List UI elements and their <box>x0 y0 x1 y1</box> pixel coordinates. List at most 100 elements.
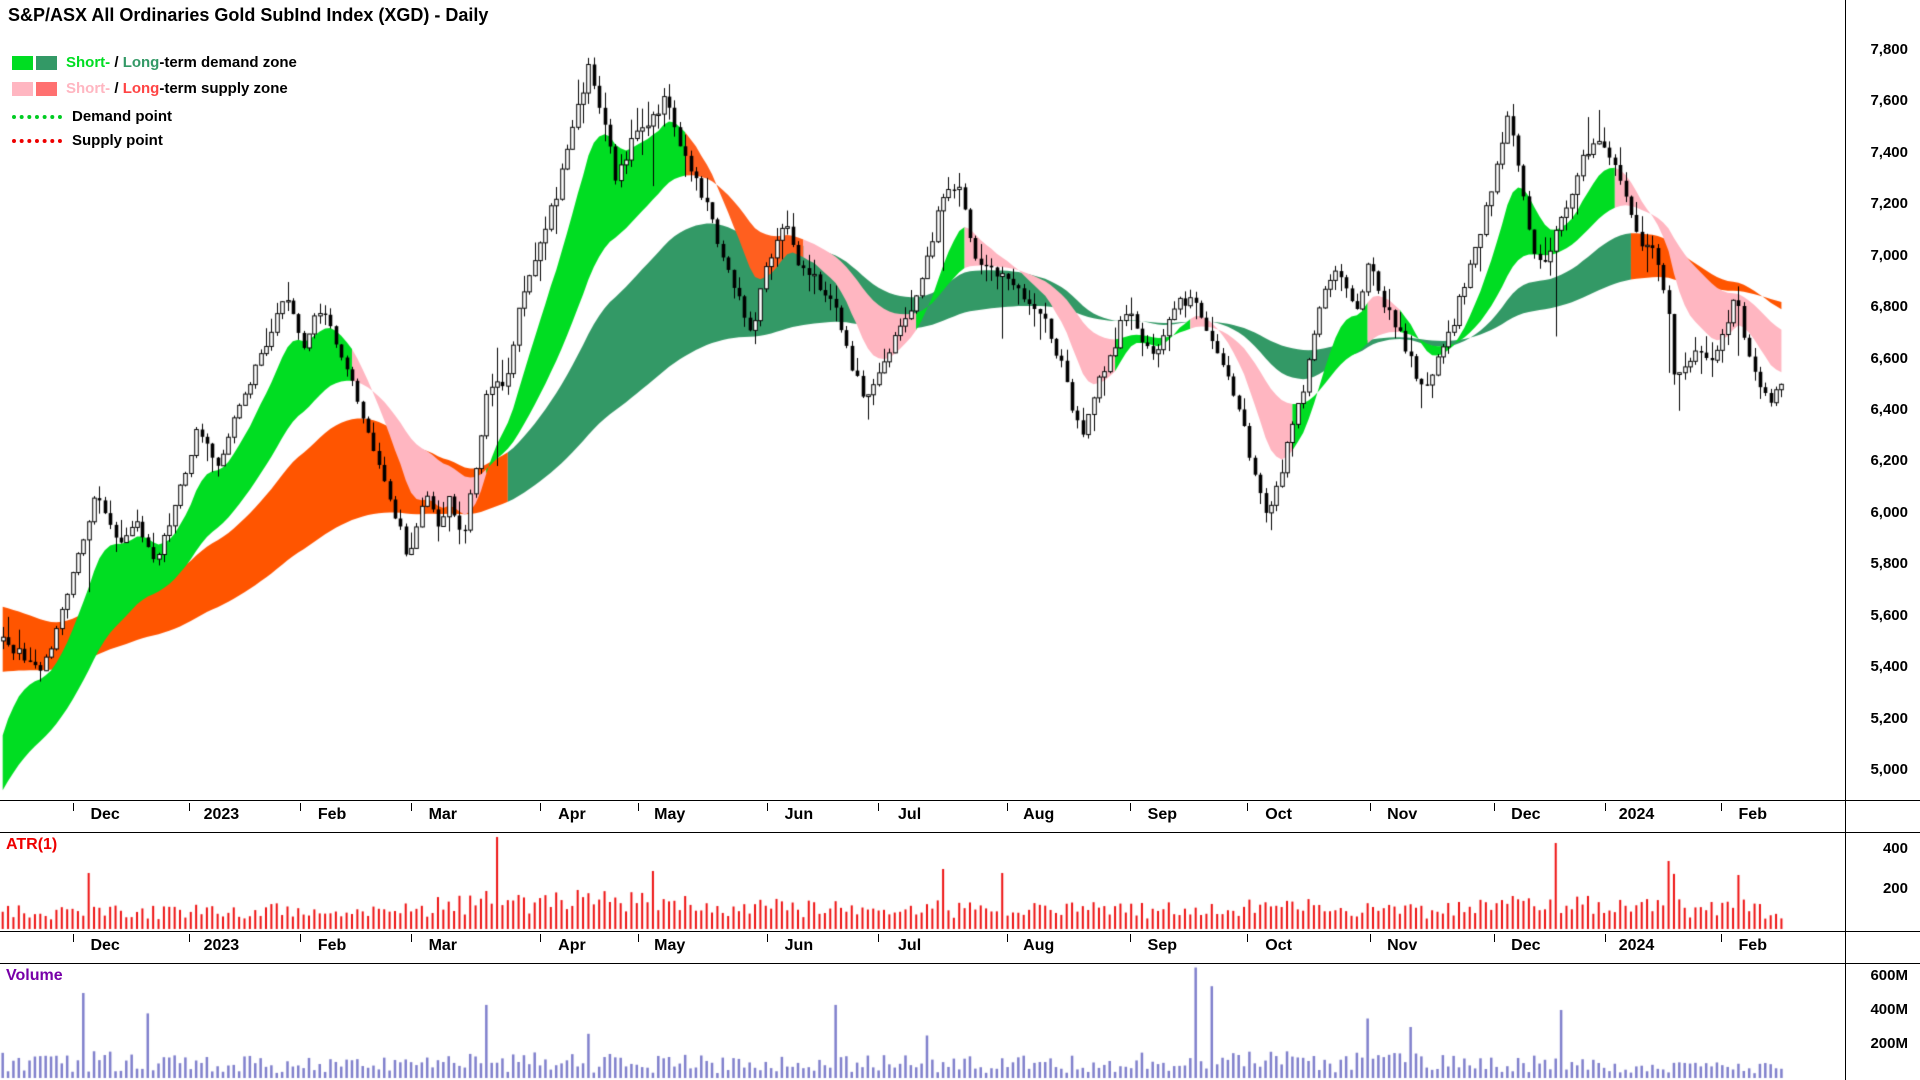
legend-demand-point: Demand point <box>12 108 172 125</box>
volume-axis-tick-label: 200M <box>1870 1035 1908 1052</box>
price-chart-canvas[interactable] <box>0 0 1845 800</box>
x-axis-month-label: Jun <box>784 937 814 954</box>
x-axis-tick <box>1370 803 1372 811</box>
short-supply-swatch <box>12 81 33 96</box>
x-axis-tick <box>766 803 768 811</box>
x-axis-tick <box>877 803 879 811</box>
legend-supply-zone: Short- / Long-term supply zone <box>12 80 288 97</box>
y-axis-tick-label: 5,200 <box>1870 709 1908 727</box>
x-axis-tick <box>189 934 191 942</box>
x-axis-tick <box>1246 803 1248 811</box>
legend-supply-point: Supply point <box>12 132 163 149</box>
x-axis-tick <box>1130 934 1132 942</box>
atr-axis-tick-label: 200 <box>1882 880 1908 897</box>
x-axis-tick <box>300 803 302 811</box>
y-axis-tick-label: 6,800 <box>1870 298 1908 316</box>
y-axis-tick-label: 6,200 <box>1870 452 1908 470</box>
volume-axis-tick-label: 400M <box>1870 1001 1908 1018</box>
supply-point-line-icon <box>12 138 62 143</box>
x-axis-month-label: Aug <box>1023 937 1055 954</box>
x-axis-tick <box>300 934 302 942</box>
atr-panel-label: ATR(1) <box>6 836 58 853</box>
legend-supply-point-label: Supply point <box>72 132 163 149</box>
long-supply-swatch <box>36 81 57 96</box>
legend-supply-label: Short- / Long-term supply zone <box>66 80 288 97</box>
x-axis-month-label: Dec <box>1511 806 1541 823</box>
chart-title: S&P/ASX All Ordinaries Gold SubInd Index… <box>8 5 489 25</box>
x-axis-tick <box>1604 934 1606 942</box>
x-axis-tick <box>1493 803 1495 811</box>
x-axis-month-label: Oct <box>1265 806 1292 823</box>
y-axis-tick-label: 7,000 <box>1870 246 1908 264</box>
y-axis-tick-label: 5,600 <box>1870 606 1908 624</box>
demand-point-line-icon <box>12 114 62 119</box>
x-axis-month-label: Oct <box>1265 937 1292 954</box>
x-axis-month-label: May <box>654 806 686 823</box>
panel-divider <box>0 800 1920 801</box>
x-axis-tick <box>410 803 412 811</box>
x-axis-tick <box>1130 803 1132 811</box>
x-axis-month-label: Nov <box>1387 806 1418 823</box>
x-axis-tick <box>1246 934 1248 942</box>
x-axis-month-label: Apr <box>558 806 586 823</box>
x-axis-month-label: 2023 <box>203 806 240 823</box>
short-demand-swatch <box>12 55 33 70</box>
x-axis-month-label: Jun <box>784 806 814 823</box>
x-axis-month-label: Feb <box>317 937 347 954</box>
x-axis-row-main: Dec 2023 Feb Mar Apr May Jun Jul Aug Sep Oct Nov Dec… <box>0 801 1845 832</box>
y-axis-tick-label: 5,000 <box>1870 761 1908 778</box>
volume-axis-tick-label: 600M <box>1870 967 1908 984</box>
x-axis-month-label: Sep <box>1147 937 1178 954</box>
long-demand-swatch <box>36 55 57 70</box>
x-axis-tick <box>73 803 75 811</box>
x-axis-month-label: Nov <box>1387 937 1418 954</box>
x-axis-month-label: Mar <box>428 937 458 954</box>
x-axis-row-atr: Dec 2023 Feb Mar Apr May Jun Jul Aug Sep Oct Nov Dec… <box>0 932 1845 963</box>
y-axis-tick-label: 6,600 <box>1870 349 1908 367</box>
x-axis-tick <box>189 803 191 811</box>
y-axis-tick-label: 7,200 <box>1870 195 1908 213</box>
x-axis-month-label: Aug <box>1023 806 1055 823</box>
x-axis-tick <box>539 934 541 942</box>
x-axis-tick <box>1006 934 1008 942</box>
x-axis-month-label: Dec <box>1511 937 1541 954</box>
x-axis-month-label: Jul <box>898 937 922 954</box>
x-axis-tick <box>1720 803 1722 811</box>
x-axis-month-label: 2024 <box>1618 806 1655 823</box>
x-axis-month-label: Jul <box>898 806 922 823</box>
x-axis-tick <box>1720 934 1722 942</box>
x-axis-tick <box>1604 803 1606 811</box>
x-axis-tick <box>1493 934 1495 942</box>
volume-panel-label: Volume <box>6 967 63 984</box>
x-axis-month-label: Sep <box>1147 806 1178 823</box>
legend-demand-label: Short- / Long-term demand zone <box>66 54 297 71</box>
legend-demand-zone: Short- / Long-term demand zone <box>12 54 297 71</box>
x-axis-tick <box>410 934 412 942</box>
y-axis-tick-label: 5,800 <box>1870 555 1908 573</box>
atr-axis-tick-label: 400 <box>1882 840 1908 857</box>
y-axis-tick-label: 6,400 <box>1870 401 1908 418</box>
x-axis-month-label: Feb <box>317 806 347 823</box>
x-axis-month-label: Feb <box>1738 806 1767 823</box>
x-axis-tick <box>637 934 639 942</box>
y-axis-tick-label: 6,000 <box>1870 503 1908 521</box>
x-axis-month-label: Dec <box>90 937 120 954</box>
x-axis-month-label: Feb <box>1738 937 1767 954</box>
volume-chart-canvas[interactable] <box>0 963 1845 1080</box>
x-axis-tick <box>1370 934 1372 942</box>
x-axis-tick <box>1006 803 1008 811</box>
atr-chart-canvas[interactable] <box>0 832 1845 931</box>
x-axis-tick <box>73 934 75 942</box>
x-axis-tick <box>539 803 541 811</box>
legend-demand-point-label: Demand point <box>72 108 172 125</box>
x-axis-tick <box>637 803 639 811</box>
panel-divider <box>0 931 1920 932</box>
y-axis-tick-label: 7,800 <box>1870 41 1908 58</box>
y-axis-tick-label: 7,600 <box>1870 92 1908 110</box>
x-axis-month-label: Apr <box>558 937 586 954</box>
x-axis-month-label: May <box>654 937 686 954</box>
y-axis-tick-label: 7,400 <box>1870 143 1908 161</box>
x-axis-tick <box>877 934 879 942</box>
x-axis-month-label: 2024 <box>1618 937 1655 954</box>
x-axis-month-label: Dec <box>90 806 120 823</box>
